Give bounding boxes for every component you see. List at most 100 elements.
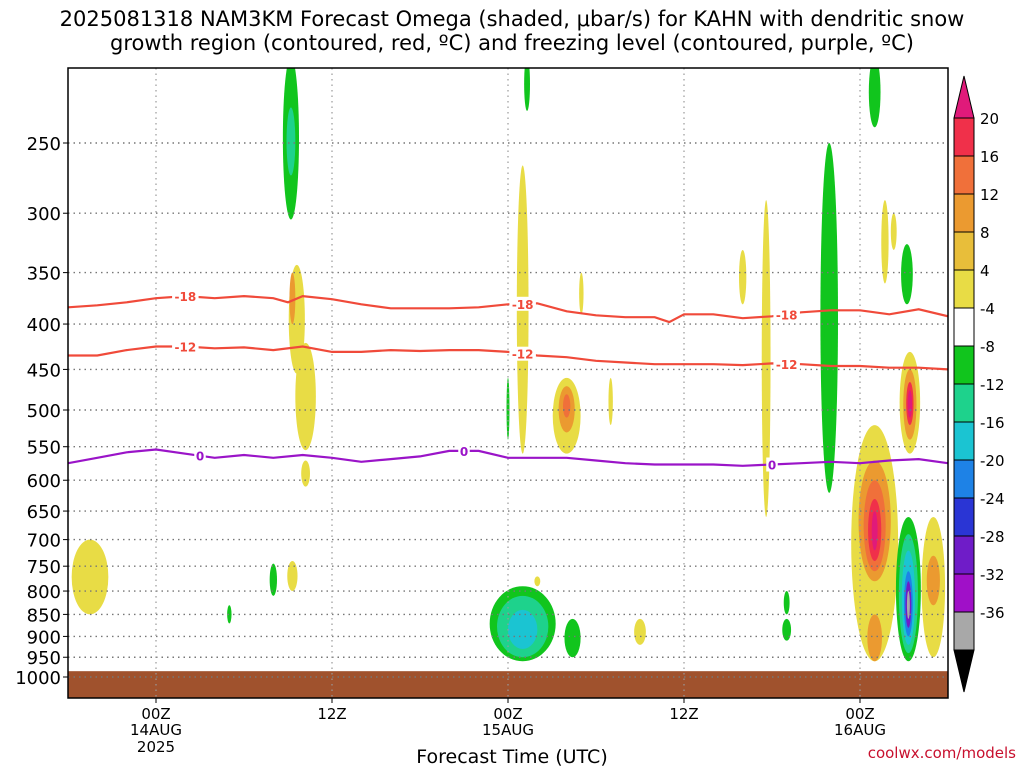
x-tick-date: 15AUG: [482, 721, 534, 739]
colorbar-label: -8: [980, 338, 995, 356]
y-tick-label: 850: [27, 605, 61, 626]
y-tick-label: 300: [27, 204, 61, 225]
site-credit: coolwx.com/models: [867, 744, 1016, 762]
contour-label-bg: [172, 339, 199, 354]
omega-cell: [269, 563, 278, 596]
colorbar-label: -12: [980, 376, 1005, 394]
x-axis-label: Forecast Time (UTC): [416, 746, 608, 768]
omega-cell: [871, 511, 878, 551]
colorbar-label: -24: [980, 490, 1005, 508]
contour-label: 0: [768, 459, 776, 473]
omega-cell: [286, 107, 296, 176]
omega-shading: [71, 68, 946, 662]
y-tick-label: 450: [27, 360, 61, 381]
omega-cell: [906, 591, 910, 619]
x-tick-year: 2025: [137, 738, 175, 756]
contour-label-bg: [458, 443, 470, 458]
colorbar-label: 20: [980, 110, 999, 128]
y-tick-label: 250: [27, 134, 61, 155]
colorbar-label: -4: [980, 300, 995, 318]
y-tick-label: 600: [27, 471, 61, 492]
contour-label-bg: [766, 457, 778, 472]
colorbar-swatch: [953, 117, 975, 157]
omega-cell: [608, 377, 613, 426]
omega-cell: [520, 213, 525, 284]
y-tick-label: 700: [27, 531, 61, 552]
colorbar-swatch: [953, 459, 975, 499]
colorbar-swatch: [953, 155, 975, 195]
contour-label: -18: [776, 308, 798, 322]
colorbar-swatch: [953, 611, 975, 651]
chart-title-line1: 2025081318 NAM3KM Forecast Omega (shaded…: [59, 7, 965, 31]
contour-label-bg: [172, 289, 199, 304]
chart-title-line2: growth region (contoured, red, ºC) and f…: [110, 31, 914, 55]
omega-cell: [579, 272, 584, 315]
omega-cell: [867, 614, 883, 662]
omega-cell: [907, 390, 913, 418]
colorbar-label: -16: [980, 414, 1005, 432]
colorbar-top-arrow: [953, 75, 975, 119]
colorbar-bottom-arrow: [953, 649, 975, 693]
colorbar-swatch: [953, 193, 975, 233]
colorbar-swatch: [953, 535, 975, 575]
colorbar-swatch: [953, 345, 975, 385]
omega-cell: [71, 539, 109, 615]
contour-line: [68, 345, 948, 371]
contour-label: 0: [460, 445, 468, 459]
colorbar-swatch: [953, 307, 975, 347]
x-tick-label: 00Z: [493, 705, 522, 723]
omega-cell: [534, 576, 541, 587]
contour-label: 0: [196, 450, 204, 464]
contour-label-bg: [509, 296, 536, 311]
omega-cell: [881, 200, 889, 284]
x-tick-date: 16AUG: [834, 721, 886, 739]
omega-cell: [564, 618, 581, 658]
contour-line: [68, 448, 948, 467]
omega-cell: [287, 561, 298, 592]
omega-cell: [782, 618, 792, 641]
omega-cell: [901, 244, 913, 305]
omega-cell: [823, 304, 833, 454]
y-tick-label: 650: [27, 502, 61, 523]
colorbar-swatch: [953, 497, 975, 537]
omega-cell: [868, 68, 881, 128]
contour-label: -12: [776, 358, 798, 372]
contour-label-bg: [509, 346, 536, 361]
y-tick-label: 750: [27, 557, 61, 578]
omega-cell: [761, 200, 771, 517]
colorbar-swatch: [953, 421, 975, 461]
grid-lines: [68, 68, 948, 698]
x-tick-label: 12Z: [669, 705, 698, 723]
y-tick-label: 550: [27, 438, 61, 459]
contour-label: -12: [512, 348, 534, 362]
omega-cell: [739, 249, 747, 305]
contour-label: -12: [174, 340, 196, 354]
colorbar-swatch: [953, 573, 975, 613]
colorbar-swatch: [953, 231, 975, 271]
y-tick-label: 800: [27, 582, 61, 603]
colorbar-label: -28: [980, 528, 1005, 546]
contour-label-bg: [773, 356, 800, 371]
omega-cell: [508, 609, 538, 650]
y-tick-label: 400: [27, 315, 61, 336]
omega-cell: [783, 591, 790, 615]
temperature-contours: -18 -18 -18 -12 -12 -12 0 0 0: [68, 289, 948, 473]
omega-cell: [634, 618, 646, 645]
omega-cell: [301, 460, 310, 487]
omega-cell: [926, 555, 940, 606]
y-tick-label: 350: [27, 264, 61, 285]
x-tick-date: 14AUG: [130, 721, 182, 739]
omega-cell: [227, 605, 232, 624]
colorbar-label: 12: [980, 186, 999, 204]
y-tick-label: 950: [27, 648, 61, 669]
colorbar-label: 8: [980, 224, 990, 242]
omega-cell: [295, 342, 316, 451]
y-tick-label: 500: [27, 401, 61, 422]
contour-label-bg: [194, 448, 206, 463]
colorbar-label: -32: [980, 566, 1005, 584]
omega-cell: [289, 272, 296, 325]
contour-label-bg: [773, 307, 800, 322]
